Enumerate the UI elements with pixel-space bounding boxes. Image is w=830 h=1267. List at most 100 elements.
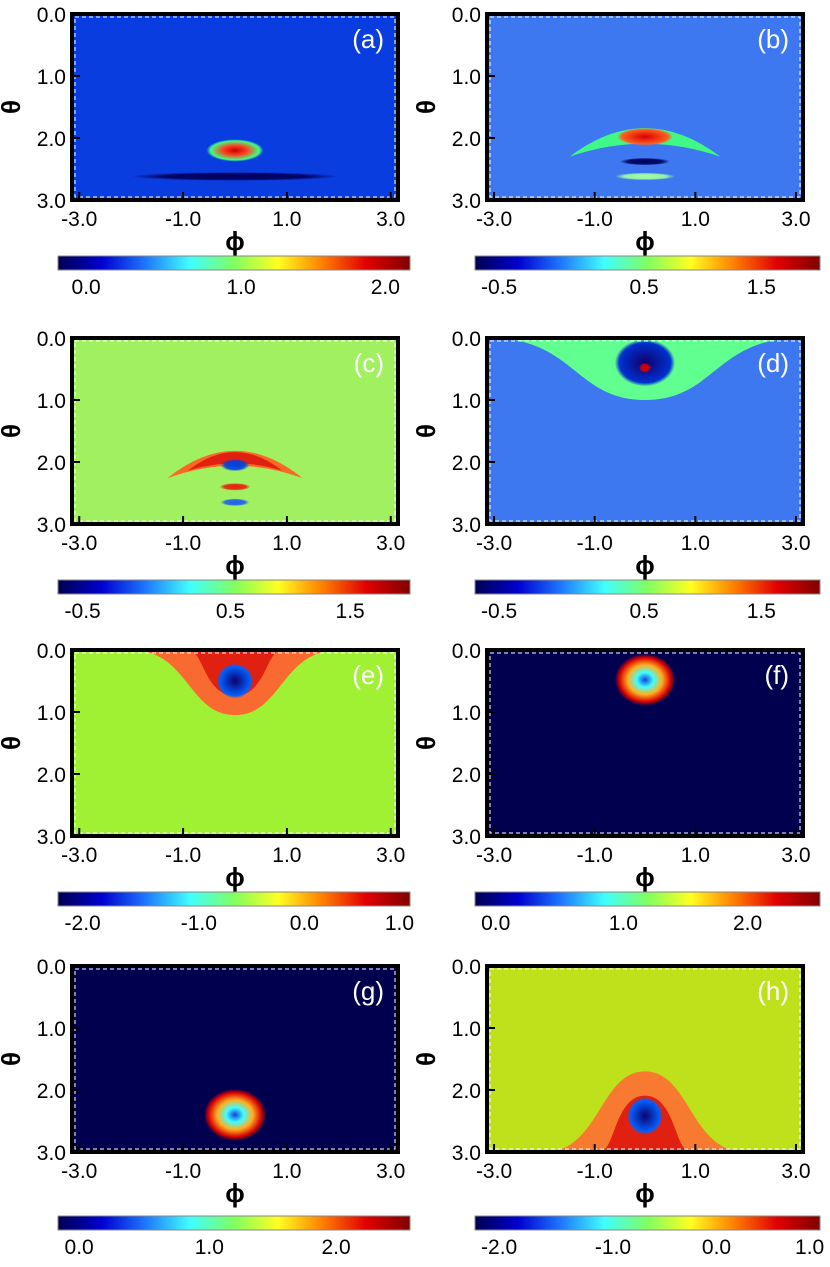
y-tick-label: 3.0 <box>37 514 66 537</box>
x-tick-label: 1.0 <box>272 1160 301 1183</box>
x-tick-label: -3.0 <box>476 532 512 555</box>
plot-frame <box>485 648 805 838</box>
heatmap-background <box>72 338 398 524</box>
frame-dashes <box>489 652 801 834</box>
heatmap-background <box>72 14 398 200</box>
heatmap-band <box>619 157 671 166</box>
colorbar-tick-label: 1.5 <box>747 276 776 299</box>
panel-label: (a) <box>352 24 384 54</box>
x-tick-label: -3.0 <box>476 1160 512 1183</box>
colorbar-gradient <box>474 891 821 907</box>
x-axis-label: ϕ <box>635 1178 655 1208</box>
heatmap-features <box>489 338 801 400</box>
panel-label: (h) <box>757 976 789 1006</box>
heatmap-features <box>167 450 303 507</box>
colorbar: 0.0 1.0 2.0 <box>474 891 821 935</box>
colorbar-tick-label: -0.5 <box>481 600 517 623</box>
colorbar-gradient <box>474 579 821 595</box>
colorbar-tick-label: 1.5 <box>747 600 776 623</box>
y-axis-label: θ <box>0 100 26 114</box>
colorbar-tick-label: -0.5 <box>65 600 101 623</box>
colorbar-tick-label: 0.0 <box>290 912 319 935</box>
colorbar: -0.5 0.5 1.5 <box>474 579 821 623</box>
x-tick-label: 3.0 <box>781 1160 810 1183</box>
x-axis-label: ϕ <box>225 1178 245 1208</box>
y-tick-label: 0.0 <box>37 328 66 351</box>
x-tick-label: 3.0 <box>376 208 405 231</box>
frame-dashes <box>489 968 801 1150</box>
y-tick-label: 3.0 <box>452 514 481 537</box>
colorbar-tick-label: -1.0 <box>595 1236 631 1259</box>
panel-label: (g) <box>352 976 384 1006</box>
colorbar-gradient <box>57 1215 411 1231</box>
heatmap-features <box>131 139 339 181</box>
colorbar: 0.0 1.0 2.0 <box>57 1215 411 1259</box>
y-tick-label: 1.0 <box>452 1018 481 1041</box>
x-axis-label: ϕ <box>225 550 245 580</box>
y-tick-label: 0.0 <box>452 640 481 663</box>
heatmap-features <box>131 650 339 716</box>
y-tick-label: 2.0 <box>452 1080 481 1103</box>
colorbar-tick-label: 2.0 <box>371 276 400 299</box>
heatmap-blob <box>216 663 254 699</box>
y-tick-label: 3.0 <box>37 190 66 213</box>
colorbar-tick-label: 1.0 <box>795 1236 824 1259</box>
heatmap-background <box>487 14 803 200</box>
y-tick-label: 1.0 <box>37 1018 66 1041</box>
panel-label: (c) <box>354 348 384 378</box>
y-tick-label: 2.0 <box>452 452 481 475</box>
y-tick-label: 3.0 <box>452 1142 481 1165</box>
colorbar-tick-label: -0.5 <box>481 276 517 299</box>
heatmap-band <box>614 172 676 181</box>
colorbar-gradient <box>474 255 821 271</box>
y-tick-label: 1.0 <box>452 702 481 725</box>
colorbar-tick-label: -2.0 <box>481 1236 517 1259</box>
heatmap-blob <box>614 339 676 387</box>
colorbar-tick-label: 1.0 <box>609 912 638 935</box>
x-tick-label: 1.0 <box>681 844 710 867</box>
x-tick-label: -1.0 <box>577 1160 613 1183</box>
colorbar-tick-label: -1.0 <box>181 912 217 935</box>
y-tick-label: 3.0 <box>452 826 481 849</box>
x-tick-label: 3.0 <box>781 208 810 231</box>
colorbar: -2.0 -1.0 0.0 1.0 <box>474 1215 824 1259</box>
y-axis-label: θ <box>411 100 441 114</box>
colorbar: 0.0 1.0 2.0 <box>57 255 411 299</box>
y-tick-label: 1.0 <box>37 390 66 413</box>
x-tick-label: 1.0 <box>681 208 710 231</box>
colorbar-tick-label: 0.0 <box>72 276 101 299</box>
panel-label: (e) <box>352 660 384 690</box>
colorbar-gradient <box>474 1215 821 1231</box>
x-tick-label: -3.0 <box>61 1160 97 1183</box>
colorbar-tick-label: 0.0 <box>65 1236 94 1259</box>
heatmap-blob <box>617 128 673 146</box>
heatmap-blob <box>203 1088 267 1141</box>
y-tick-label: 1.0 <box>452 66 481 89</box>
heatmap-panel-e: (e)0.01.02.03.0-3.0-1.01.03.0ϕθ-2.0-1.00… <box>0 640 414 935</box>
y-axis-label: θ <box>0 736 26 750</box>
x-tick-label: 3.0 <box>376 1160 405 1183</box>
x-tick-label: -1.0 <box>577 844 613 867</box>
x-tick-label: -1.0 <box>165 1160 201 1183</box>
y-tick-label: 0.0 <box>452 4 481 27</box>
plot-frame <box>485 964 805 1154</box>
frame-dashes <box>489 340 801 522</box>
frame-dashes <box>489 16 801 198</box>
heatmap-blob <box>638 362 652 373</box>
colorbar-tick-label: 0.0 <box>481 912 510 935</box>
heatmap-features <box>569 128 721 181</box>
plot-frame <box>70 12 400 202</box>
colorbar-tick-label: 0.5 <box>216 600 245 623</box>
heatmap-blob <box>627 1097 663 1135</box>
heatmap-blob <box>206 139 264 162</box>
y-axis-label: θ <box>411 1052 441 1066</box>
x-tick-label: 3.0 <box>781 532 810 555</box>
colorbar-tick-label: 0.5 <box>629 600 658 623</box>
x-axis-label: ϕ <box>225 226 245 256</box>
y-tick-label: 2.0 <box>37 764 66 787</box>
heatmap-band <box>220 498 250 507</box>
x-tick-label: -1.0 <box>577 532 613 555</box>
x-tick-label: 1.0 <box>681 1160 710 1183</box>
